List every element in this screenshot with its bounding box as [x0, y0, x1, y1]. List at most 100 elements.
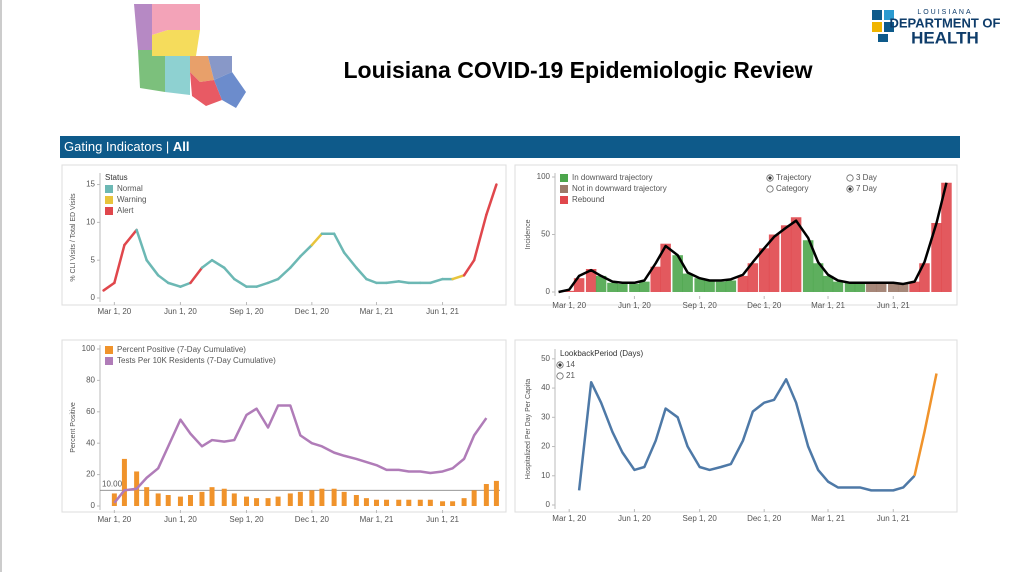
legend-title: LookbackPeriod (Days)	[560, 349, 643, 358]
bar	[617, 283, 628, 292]
x-tick-label: Jun 1, 20	[618, 514, 651, 523]
bar	[660, 243, 671, 292]
x-tick-label: Mar 1, 21	[811, 514, 845, 523]
y-tick-label: 0	[91, 501, 96, 510]
panel	[61, 339, 507, 513]
line	[577, 378, 916, 492]
bar	[747, 263, 759, 292]
x-tick-label: Dec 1, 20	[747, 514, 782, 523]
bar	[888, 282, 899, 292]
bar	[854, 282, 866, 292]
radio-dot	[848, 187, 852, 191]
bar	[265, 498, 271, 506]
bar	[199, 491, 205, 506]
x-tick-label: Jun 1, 21	[426, 307, 459, 316]
line-segment	[179, 281, 192, 288]
y-tick-label: 10	[541, 471, 550, 480]
bar	[231, 493, 237, 506]
y-tick-label: 15	[86, 180, 95, 189]
x-tick-label: Mar 1, 20	[97, 307, 131, 316]
legend-swatch	[105, 207, 113, 215]
legend-title: Status	[105, 173, 128, 182]
radio-label: 7 Day	[856, 184, 877, 193]
bar	[737, 275, 749, 292]
bar	[768, 234, 780, 292]
line-segment	[145, 258, 160, 277]
bar	[715, 281, 727, 292]
bar	[704, 280, 715, 292]
x-tick-label: Sep 1, 20	[683, 301, 718, 310]
line-segment	[342, 251, 358, 269]
legend-label: Tests Per 10K Residents (7-Day Cumulativ…	[117, 356, 276, 365]
banner	[60, 136, 960, 158]
banner-label-text: Gating Indicators |	[64, 139, 169, 154]
line-segment	[156, 274, 170, 285]
bar	[919, 263, 930, 292]
line-segment	[135, 228, 148, 262]
y-axis-label: Hospitalized Per Day Per Capita	[525, 379, 532, 479]
panel	[61, 164, 507, 306]
bar	[607, 282, 618, 292]
logo-middle: DEPARTMENT OF	[890, 15, 1001, 30]
legend-swatch	[105, 196, 113, 204]
line	[558, 182, 948, 294]
reference-label: 10.00	[102, 479, 123, 488]
bar	[931, 223, 942, 292]
y-tick-label: 20	[541, 442, 550, 451]
bar	[812, 263, 824, 292]
y-tick-label: 80	[86, 376, 95, 385]
bar	[275, 496, 281, 506]
line-segment	[289, 255, 302, 269]
radio-button	[766, 185, 774, 193]
bar	[875, 282, 887, 292]
bar	[121, 458, 127, 506]
bar	[331, 488, 337, 506]
radio-label: 3 Day	[856, 173, 877, 182]
x-tick-label: Jun 1, 21	[877, 301, 910, 310]
x-tick-label: Dec 1, 20	[295, 515, 330, 524]
y-tick-label: 60	[86, 407, 95, 416]
legend-label: Alert	[117, 206, 134, 215]
line-segment	[462, 258, 476, 277]
ldh-logo	[872, 10, 894, 42]
line-segment	[365, 277, 378, 285]
line	[913, 373, 938, 477]
radio-label: Category	[776, 184, 808, 193]
bar	[287, 493, 293, 506]
x-tick-label: Mar 1, 20	[97, 515, 131, 524]
bar	[694, 278, 705, 292]
bar	[406, 499, 412, 506]
bar	[450, 501, 456, 506]
radio-button	[846, 174, 854, 182]
x-tick-label: Sep 1, 20	[683, 514, 718, 523]
bar	[165, 495, 171, 506]
x-tick-label: Mar 1, 21	[811, 301, 845, 310]
radio-button	[556, 372, 564, 380]
bar	[822, 275, 834, 292]
bar	[573, 278, 585, 292]
bar	[629, 283, 640, 292]
bar	[483, 484, 489, 506]
line-segment	[266, 277, 280, 285]
x-tick-label: Jun 1, 20	[164, 307, 197, 316]
bar	[187, 495, 193, 506]
bar	[639, 281, 650, 292]
line-segment	[429, 277, 444, 285]
x-tick-label: Sep 1, 20	[229, 307, 264, 316]
bar	[585, 269, 597, 292]
x-tick-label: Jun 1, 21	[877, 514, 910, 523]
x-tick-label: Dec 1, 20	[747, 301, 782, 310]
line-segment	[123, 228, 138, 247]
x-tick-label: Sep 1, 20	[229, 515, 264, 524]
bar	[471, 490, 477, 506]
bar	[221, 488, 227, 506]
louisiana-map	[134, 4, 246, 108]
line	[113, 404, 488, 504]
line-segment	[485, 183, 498, 217]
legend-swatch	[560, 185, 568, 193]
line-segment	[276, 266, 292, 281]
bar	[650, 266, 661, 292]
radio-dot	[558, 363, 562, 367]
x-tick-label: Jun 1, 20	[164, 515, 197, 524]
radio-dot	[768, 176, 772, 180]
